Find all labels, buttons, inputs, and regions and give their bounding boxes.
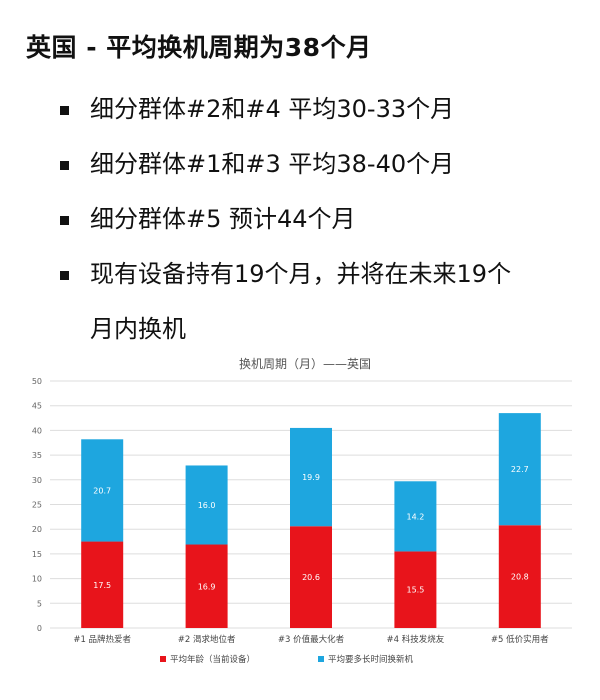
y-tick-label: 50 [32, 377, 42, 386]
y-tick-label: 25 [32, 501, 42, 510]
data-label: 16.0 [198, 501, 216, 510]
bar-segment [185, 544, 228, 628]
data-label: 22.7 [511, 465, 529, 474]
bullet-item: 现有设备持有19个月，并将在未来19个 月内换机 [60, 247, 580, 357]
bullet-square-icon [60, 106, 69, 115]
legend-label: 平均要多长时间换新机 [328, 654, 414, 665]
x-tick-label: #1 品牌热爱者 [73, 634, 131, 645]
data-label: 17.5 [93, 581, 111, 590]
data-label: 15.5 [406, 586, 424, 595]
data-label: 20.6 [302, 573, 320, 582]
bullet-square-icon [60, 161, 69, 170]
data-label: 20.7 [93, 486, 111, 495]
bar-segment [185, 465, 228, 545]
bar-segment [81, 439, 124, 542]
bar-segment [394, 551, 437, 628]
bullet-item: 细分群体#1和#3 平均38-40个月 [60, 137, 580, 192]
legend-label: 平均年龄（当前设备） [170, 654, 255, 665]
y-tick-label: 0 [37, 624, 42, 633]
x-tick-label: #2 渴求地位者 [178, 634, 236, 645]
bar-segment [290, 526, 332, 628]
bar-segment [498, 525, 541, 628]
y-tick-label: 30 [32, 476, 42, 485]
legend-swatch [318, 656, 324, 662]
x-tick-label: #3 价值最大化者 [278, 634, 345, 645]
y-tick-label: 45 [32, 402, 42, 411]
chart-title: 换机周期（月）——英国 [239, 357, 371, 371]
y-tick-label: 40 [32, 426, 42, 435]
bar-segment [290, 427, 332, 527]
data-label: 16.9 [198, 582, 216, 591]
bullet-square-icon [60, 216, 69, 225]
bar-segment [81, 541, 124, 628]
data-label: 20.8 [511, 573, 529, 582]
y-tick-label: 15 [32, 550, 42, 559]
legend-swatch [160, 656, 166, 662]
x-tick-label: #5 低价实用者 [491, 634, 549, 645]
x-tick-label: #4 科技发烧友 [387, 634, 445, 645]
bullet-list: 细分群体#2和#4 平均30-33个月 细分群体#1和#3 平均38-40个月 … [60, 82, 580, 357]
bullet-continuation: 月内换机 [90, 315, 186, 343]
y-tick-label: 10 [32, 575, 42, 584]
y-tick-label: 5 [37, 599, 42, 608]
data-label: 14.2 [406, 512, 424, 521]
data-label: 19.9 [302, 473, 320, 482]
page-title: 英国 - 平均换机周期为38个月 [26, 33, 372, 62]
chart-svg: 换机周期（月）——英国 0 5 10 15 20 25 30 35 40 45 50 17.5 20.7… [32, 357, 572, 665]
bar-segment [498, 413, 541, 526]
stacked-bar-chart: 换机周期（月）——英国 0 5 10 15 20 25 30 35 40 45 50 17.5 20.7… [20, 350, 580, 690]
y-tick-label: 35 [32, 451, 42, 460]
bullet-square-icon [60, 271, 69, 280]
y-tick-label: 20 [32, 525, 42, 534]
bullet-item: 细分群体#2和#4 平均30-33个月 [60, 82, 580, 137]
bullet-item: 细分群体#5 预计44个月 [60, 192, 580, 247]
bar-segment [394, 481, 437, 552]
